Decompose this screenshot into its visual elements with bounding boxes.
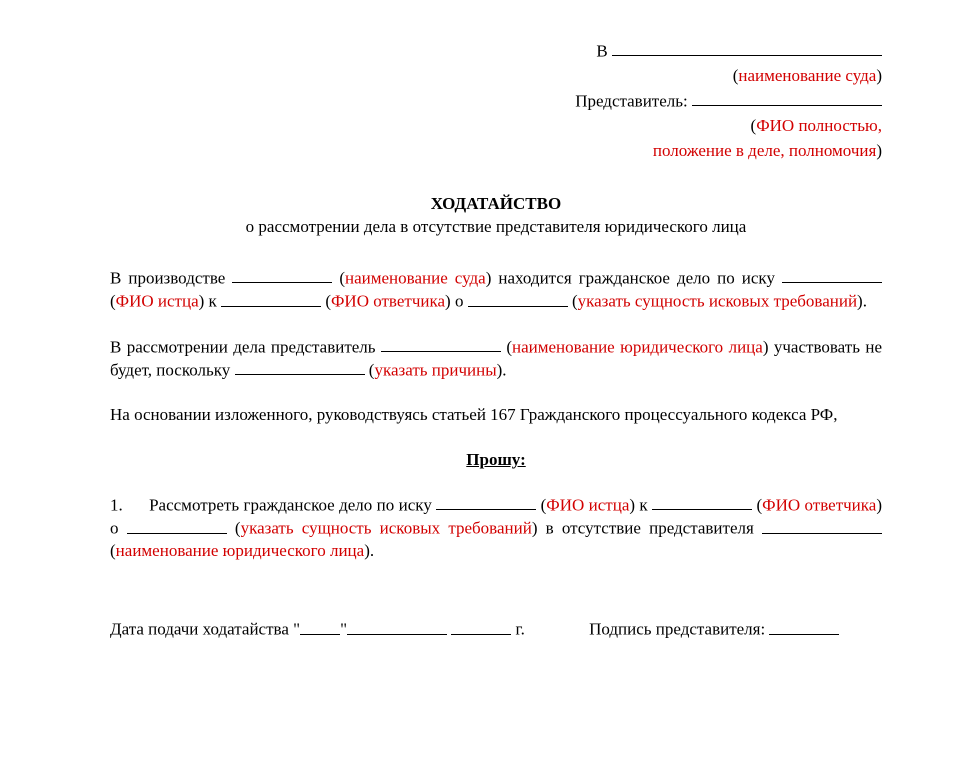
p1-t1: В производстве <box>110 268 232 287</box>
item-1: 1. Рассмотреть гражданское дело по иску … <box>110 494 882 563</box>
date-mid: " <box>340 620 347 639</box>
blank <box>300 618 340 634</box>
p1-t4: о <box>451 292 468 311</box>
item1-istets: ФИО истца <box>546 495 629 514</box>
rep-blank <box>692 90 882 106</box>
blank <box>381 336 501 352</box>
blank <box>235 359 365 375</box>
header-block: В (наименование суда) Представитель: (ФИ… <box>110 40 882 163</box>
blank <box>232 267 332 283</box>
item1-t2: к <box>635 495 652 514</box>
blank <box>762 517 882 533</box>
p1-istets: ФИО истца <box>116 292 199 311</box>
sign-label: Подпись представителя: <box>589 620 769 639</box>
footer: Дата подачи ходатайства " " г. Подпись пр… <box>110 618 882 641</box>
item1-t3: о <box>110 519 127 538</box>
date-label: Дата подачи ходатайства " <box>110 620 300 639</box>
ask-heading: Прошу: <box>110 449 882 472</box>
paragraph-2: В рассмотрении дела представитель (наиме… <box>110 336 882 382</box>
paragraph-3: На основании изложенного, руководствуясь… <box>110 404 882 427</box>
blank <box>127 517 227 533</box>
blank <box>782 267 882 283</box>
doc-subtitle: о рассмотрении дела в отсутствие предста… <box>110 216 882 239</box>
p2-t1: В рассмотрении дела представитель <box>110 337 381 356</box>
blank <box>468 290 568 306</box>
p2-org: наименование юридического лица <box>512 337 763 356</box>
rep-hint-line1: (ФИО полностью, <box>110 115 882 138</box>
rep-hint-line2: положение в деле, полномочия) <box>110 140 882 163</box>
item1-otv: ФИО ответчика <box>762 495 876 514</box>
p1-t2: находится гражданское дело по иску <box>491 268 782 287</box>
rep-hint2: положение в деле, полномочия <box>653 141 876 160</box>
blank <box>221 290 321 306</box>
footer-date: Дата подачи ходатайства " " г. <box>110 618 525 641</box>
court-hint: наименование суда <box>738 66 876 85</box>
p1-otv: ФИО ответчика <box>331 292 445 311</box>
rep-label: Представитель: <box>575 91 688 110</box>
footer-sign: Подпись представителя: <box>589 618 839 641</box>
court-blank <box>612 40 882 56</box>
item1-t5: . <box>370 541 374 560</box>
rep-line: Представитель: <box>110 90 882 113</box>
paragraph-1: В производстве (наименование суда) наход… <box>110 267 882 313</box>
item1-claims: указать сущность исковых требований <box>241 519 532 538</box>
item1-t1: Рассмотреть гражданское дело по иску <box>149 495 436 514</box>
v-prefix: В <box>596 41 607 60</box>
blank <box>347 618 447 634</box>
p2-t3: . <box>502 360 506 379</box>
court-line: В <box>110 40 882 63</box>
p1-court-hint: наименование суда <box>345 268 486 287</box>
p1-claims: указать сущность исковых требований <box>578 292 857 311</box>
rep-hint1: ФИО полностью, <box>756 116 882 135</box>
item1-t4: в отсутствие представителя <box>537 519 762 538</box>
court-hint-line: (наименование суда) <box>110 65 882 88</box>
p2-reason: указать причины <box>374 360 496 379</box>
blank <box>451 618 511 634</box>
blank <box>652 494 752 510</box>
blank <box>769 618 839 634</box>
item1-org: наименование юридического лица <box>116 541 365 560</box>
p1-t3: к <box>204 292 221 311</box>
document-page: В (наименование суда) Представитель: (ФИ… <box>0 0 962 662</box>
date-year: г. <box>511 620 525 639</box>
blank <box>436 494 536 510</box>
p1-t5: . <box>863 292 867 311</box>
doc-title: ХОДАТАЙСТВО <box>110 193 882 216</box>
item1-num: 1. <box>110 495 123 514</box>
